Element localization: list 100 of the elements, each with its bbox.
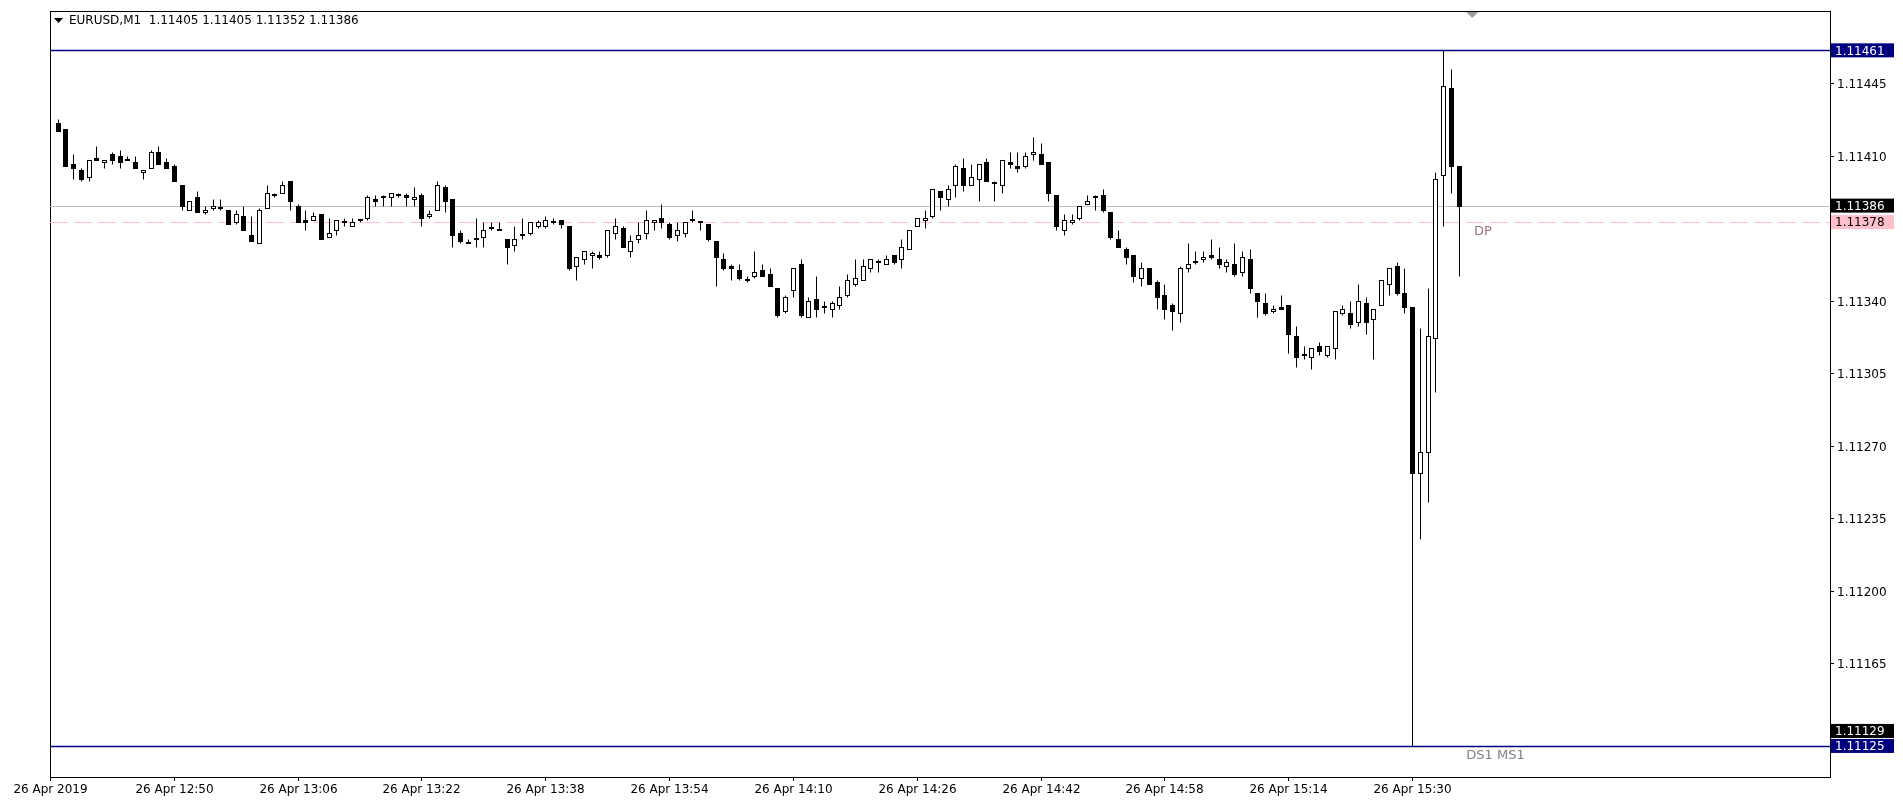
y-tick-label: 1.11410 xyxy=(1837,149,1887,164)
candlestick xyxy=(1356,284,1361,327)
candlestick xyxy=(806,297,811,318)
candlestick xyxy=(899,239,904,269)
y-tick-label: 1.11445 xyxy=(1837,76,1887,91)
candlestick xyxy=(628,235,633,258)
candlestick xyxy=(969,164,974,186)
candlestick xyxy=(714,241,719,287)
candlestick xyxy=(481,222,486,248)
x-tick-label: 26 Apr 12:50 xyxy=(135,782,214,796)
x-tick-label: 26 Apr 2019 xyxy=(13,782,88,796)
candlestick xyxy=(87,160,92,182)
y-tick-label: 1.11270 xyxy=(1837,439,1887,454)
candlestick xyxy=(1031,137,1036,161)
y-tick-label: 1.11305 xyxy=(1837,366,1887,381)
candlestick xyxy=(180,185,185,211)
x-tick-label: 26 Apr 15:30 xyxy=(1373,782,1452,796)
x-tick-label: 26 Apr 13:38 xyxy=(506,782,585,796)
candlestick xyxy=(288,181,293,211)
candlestick xyxy=(953,164,958,198)
y-tick-label: 1.11200 xyxy=(1837,584,1887,599)
candlestick xyxy=(853,259,858,287)
x-tick-label: 26 Apr 14:42 xyxy=(1002,782,1081,796)
candlestick xyxy=(1402,268,1407,314)
candlestick xyxy=(1062,214,1067,236)
annotation: DS1 MS1 xyxy=(1466,746,1525,762)
ref-line-label: 1.11386 xyxy=(1835,198,1885,213)
candlestick xyxy=(675,222,680,242)
candlestick xyxy=(365,195,370,221)
candlestick xyxy=(644,210,649,240)
candlestick xyxy=(71,154,76,180)
candlestick xyxy=(636,222,641,244)
candlestick xyxy=(1186,243,1191,273)
candlestick xyxy=(1240,251,1245,277)
candlestick xyxy=(1371,309,1376,360)
candlestick xyxy=(265,185,270,209)
candlestick xyxy=(984,158,989,182)
candlestick xyxy=(938,191,943,211)
candlestick xyxy=(814,276,819,318)
candlestick xyxy=(977,164,982,202)
candlestick xyxy=(621,226,626,248)
candlestick xyxy=(1162,284,1167,320)
candlestick xyxy=(249,216,254,242)
ref-line-label: 1.11461 xyxy=(1835,43,1885,58)
candlestick xyxy=(1387,268,1392,296)
candlestick xyxy=(303,210,308,231)
candlestick xyxy=(1101,189,1106,213)
candlestick xyxy=(1170,303,1175,331)
candlestick xyxy=(443,185,448,213)
candlestick xyxy=(412,187,417,207)
candlestick xyxy=(574,257,579,281)
candlestick xyxy=(946,185,951,207)
candlestick xyxy=(1015,152,1020,173)
candlestick xyxy=(1418,328,1423,540)
candlestick xyxy=(474,218,479,248)
candlestick xyxy=(791,268,796,298)
candlestick xyxy=(419,193,424,227)
candlestick xyxy=(1232,243,1237,277)
candlestick xyxy=(1131,255,1136,283)
candlestick xyxy=(241,206,246,231)
candlestick xyxy=(1139,262,1144,287)
candlestick xyxy=(520,218,525,240)
x-tick-label: 26 Apr 14:10 xyxy=(754,782,833,796)
candlestick xyxy=(961,158,966,192)
candlestick xyxy=(1294,326,1299,368)
candlestick xyxy=(1309,348,1314,370)
y-tick-label: 1.11165 xyxy=(1837,656,1887,671)
candlestick xyxy=(861,259,866,281)
x-tick-label: 26 Apr 14:58 xyxy=(1125,782,1204,796)
candlestick xyxy=(837,286,842,310)
x-tick-label: 26 Apr 13:06 xyxy=(259,782,338,796)
candlestick xyxy=(752,251,757,279)
candlestick xyxy=(1364,297,1369,335)
x-tick-label: 26 Apr 15:14 xyxy=(1249,782,1328,796)
candlestick xyxy=(1348,301,1353,329)
candlestick xyxy=(907,230,912,250)
candlestick xyxy=(327,218,332,238)
x-tick-label: 26 Apr 14:26 xyxy=(878,782,957,796)
text: 1.11129 xyxy=(1835,724,1885,739)
candlestick xyxy=(358,219,363,223)
candlestick xyxy=(698,221,703,231)
candlestick xyxy=(1255,293,1260,318)
candlestick xyxy=(845,274,850,298)
candlestick xyxy=(1209,239,1214,260)
chart-title: EURUSD,M1 1.11405 1.11405 1.11352 1.11386 xyxy=(69,13,359,27)
candlestick xyxy=(1217,247,1222,269)
candlestick xyxy=(1263,293,1268,316)
y-tick-label: 1.11235 xyxy=(1837,511,1887,526)
ref-line-label: 1.11378 xyxy=(1835,215,1885,230)
candlestick xyxy=(659,204,664,229)
annotation: DP xyxy=(1474,222,1493,238)
candlestick xyxy=(512,226,517,252)
candlestick xyxy=(1039,143,1044,165)
candlestick xyxy=(613,218,618,240)
candlestick xyxy=(1155,280,1160,310)
candlestick xyxy=(195,191,200,213)
x-tick-label: 26 Apr 13:54 xyxy=(630,782,709,796)
candlestick xyxy=(505,239,510,265)
y-tick-label: 1.11340 xyxy=(1837,294,1887,309)
ref-line-label: 1.11125 xyxy=(1835,739,1885,754)
